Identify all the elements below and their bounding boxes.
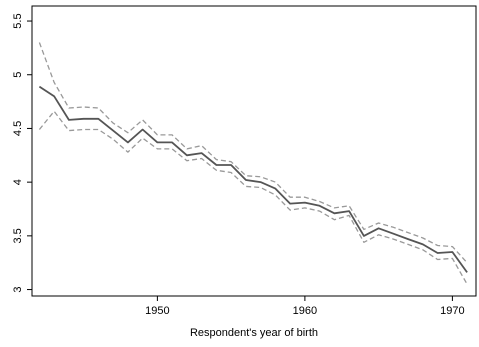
plot-frame xyxy=(31,5,477,297)
x-tick-label: 1950 xyxy=(145,305,169,317)
y-tick-label: 4.5 xyxy=(12,121,24,136)
estimate-line xyxy=(38,85,468,273)
y-tick-label: 3.5 xyxy=(12,228,24,243)
lower-bound-line xyxy=(38,110,468,285)
x-tick-label: 1960 xyxy=(293,305,317,317)
y-tick-label: 5.5 xyxy=(12,13,24,28)
y-tick-label: 5 xyxy=(12,72,24,78)
x-tick-label: 1970 xyxy=(440,305,464,317)
x-axis-title: Respondent's year of birth xyxy=(190,327,318,339)
y-tick-label: 4 xyxy=(12,179,24,185)
x-axis: 1950 1960 1970 xyxy=(145,296,465,317)
series-layer xyxy=(38,42,468,285)
upper-bound-line xyxy=(38,42,468,264)
y-tick-label: 3 xyxy=(12,286,24,292)
y-axis: 3 3.5 4 4.5 5 5.5 xyxy=(12,13,32,293)
